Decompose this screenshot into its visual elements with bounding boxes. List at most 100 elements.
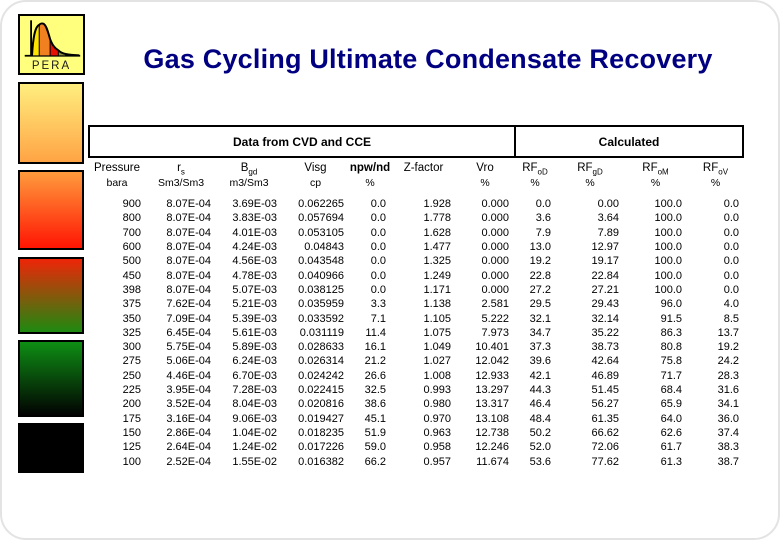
table-cell: 4.24E-03 (232, 240, 277, 253)
table-cell: 1.171 (423, 283, 451, 296)
table-cell: 0.024242 (298, 369, 344, 382)
column-header: Vro (476, 162, 494, 174)
table-row: 800 8.07E-04 3.83E-03 0.057694 0.0 1.778 0.000… (88, 211, 744, 225)
table-cell: 71.7 (660, 369, 682, 382)
table-row: 175 3.16E-04 9.06E-03 0.019427 45.1 0.970 13.1… (88, 412, 744, 426)
table-cell: 0.0 (370, 226, 386, 239)
table-cell: 0.980 (423, 398, 451, 411)
table-cell: 1.105 (423, 312, 451, 325)
table-cell: 0.026314 (298, 355, 344, 368)
table-cell: 45.1 (364, 412, 386, 425)
table-cell: 5.06E-04 (166, 355, 211, 368)
table-cell: 13.0 (529, 240, 551, 253)
table-cell: 16.1 (364, 341, 386, 354)
table-cell: 0.022415 (298, 384, 344, 397)
table-row: 900 8.07E-04 3.69E-03 0.062265 0.0 1.928 0.000… (88, 197, 744, 211)
pera-logo: PERA (18, 14, 85, 75)
table-cell: 700 (122, 226, 141, 239)
table-cell: 3.64 (597, 212, 619, 225)
table-cell: 8.07E-04 (166, 255, 211, 268)
table-row: 398 8.07E-04 5.07E-03 0.038125 0.0 1.171 0.000… (88, 283, 744, 297)
table-cell: 35.22 (591, 326, 619, 339)
table-cell: 2.581 (481, 298, 509, 311)
table-cell: 800 (122, 212, 141, 225)
table-cell: 19.2 (717, 341, 739, 354)
table-cell: 1.008 (423, 369, 451, 382)
table-cell: 3.16E-04 (166, 412, 211, 425)
table-cell: 12.933 (475, 369, 509, 382)
table-cell: 0.040966 (298, 269, 344, 282)
column-unit: % (480, 177, 490, 189)
table-group-header: Data from CVD and CCE Calculated (88, 125, 744, 158)
table-cell: 100.0 (654, 269, 682, 282)
table-cell: 22.8 (529, 269, 551, 282)
table-cell: 64.0 (660, 412, 682, 425)
table-cell: 27.21 (591, 283, 619, 296)
table-cell: 2.86E-04 (166, 427, 211, 439)
table-cell: 350 (122, 312, 141, 325)
table-cell: 11.674 (476, 455, 509, 468)
table-cell: 900 (122, 198, 141, 210)
table-cell: 0.057694 (298, 212, 344, 225)
table-cell: 0.031119 (299, 326, 344, 339)
table-cell: 13.317 (475, 398, 509, 411)
table-row: 275 5.06E-04 6.24E-03 0.026314 21.2 1.027 12.0… (88, 354, 744, 368)
table-cell: 0.0 (370, 212, 386, 225)
table-cell: 0.0 (370, 269, 386, 282)
sidebar-bar-2 (18, 170, 84, 250)
table-cell: 0.0 (370, 255, 386, 268)
table-cell: 225 (122, 384, 141, 397)
table-cell: 300 (122, 341, 141, 354)
table-cell: 450 (122, 269, 141, 282)
table-cell: 62.6 (660, 427, 682, 439)
table-cell: 38.6 (364, 398, 386, 411)
table-cell: 100.0 (654, 283, 682, 296)
table-cell: 0.000 (481, 226, 509, 239)
table-cell: 1.24E-02 (232, 441, 277, 454)
group-header-calculated: Calculated (514, 127, 742, 156)
table-cell: 100 (122, 455, 141, 468)
table-cell: 0.043548 (298, 255, 344, 268)
column-unit: Sm3/Sm3 (157, 177, 205, 189)
table-cell: 1.928 (423, 198, 451, 210)
table-cell: 0.019427 (298, 412, 344, 425)
table-cell: 4.78E-03 (232, 269, 277, 282)
table-cell: 42.1 (529, 369, 551, 382)
table-cell: 37.4 (717, 427, 739, 439)
table-cell: 1.075 (423, 326, 451, 339)
table-cell: 59.0 (364, 441, 386, 454)
table-cell: 80.8 (660, 341, 682, 354)
table-cell: 75.8 (660, 355, 682, 368)
table-cell: 46.89 (591, 369, 619, 382)
table-cell: 37.3 (529, 341, 551, 354)
table-cell: 1.138 (423, 298, 451, 311)
table-cell: 36.0 (717, 412, 739, 425)
table-cell: 6.45E-04 (166, 326, 211, 339)
table-cell: 39.6 (529, 355, 551, 368)
table-cell: 53.6 (529, 455, 551, 468)
table-cell: 275 (122, 355, 141, 368)
table-cell: 0.018235 (298, 427, 344, 439)
table-cell: 0.0 (370, 198, 386, 210)
table-cell: 5.75E-04 (166, 341, 211, 354)
table-cell: 72.06 (591, 441, 619, 454)
table-cell: 0.000 (481, 255, 509, 268)
column-header: npw/nd (349, 162, 391, 174)
table-cell: 22.84 (591, 269, 619, 282)
column-unit: % (530, 177, 540, 189)
table-cell: 1.778 (423, 212, 451, 225)
table-cell: 19.17 (591, 255, 619, 268)
table-cell: 6.24E-03 (232, 355, 277, 368)
table-cell: 125 (122, 441, 141, 454)
table-cell: 4.0 (723, 298, 739, 311)
table-cell: 65.9 (660, 398, 682, 411)
table-row: 225 3.95E-04 7.28E-03 0.022415 32.5 0.993 13.2… (88, 383, 744, 397)
table-cell: 8.5 (723, 312, 739, 325)
table-cell: 86.3 (660, 326, 682, 339)
column-unit: % (650, 177, 661, 189)
table-cell: 4.46E-04 (166, 369, 211, 382)
table-row: 150 2.86E-04 1.04E-02 0.018235 51.9 0.963 12.7… (88, 426, 744, 440)
table-cell: 7.9 (535, 226, 551, 239)
table-cell: 38.73 (591, 341, 619, 354)
table-cell: 3.69E-03 (232, 198, 277, 210)
